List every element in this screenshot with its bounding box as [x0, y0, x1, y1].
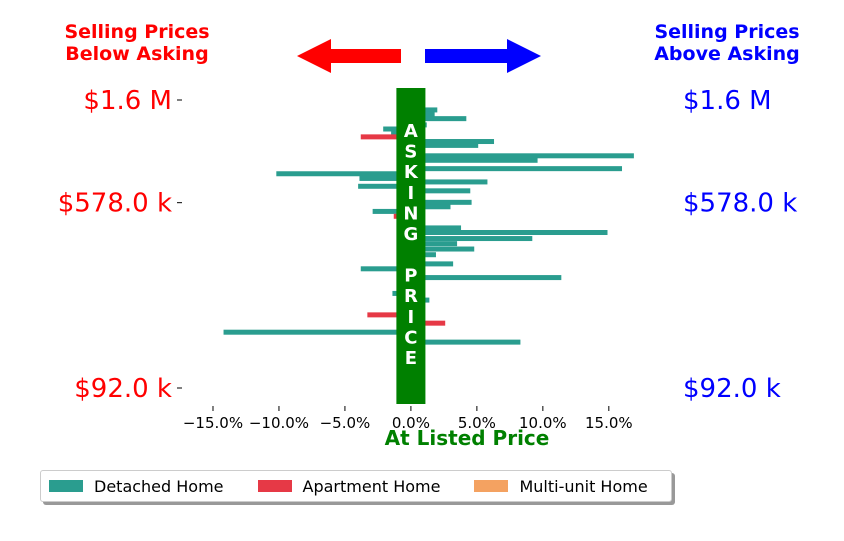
asking-price-letter-7: P	[404, 266, 417, 287]
bar-detached-home-26	[410, 236, 533, 242]
bar-detached-home-31	[360, 266, 411, 272]
y-tick-label-right-2: $92.0 k	[683, 374, 781, 404]
legend-item-multi-unit: Multi-unit Home	[474, 476, 648, 496]
right-arrow-icon	[425, 39, 541, 73]
asking-price-letter-4: N	[403, 203, 418, 224]
x-tick-label-0: −15.0%	[183, 414, 243, 432]
asking-price-letter-0: A	[404, 121, 418, 142]
bar-detached-home-21	[410, 204, 451, 210]
legend-label-apartment: Apartment Home	[302, 476, 441, 496]
x-tick-label-3: 0.0%	[392, 414, 430, 432]
legend-swatch-multi-unit	[474, 480, 509, 492]
bar-detached-home-22	[372, 208, 411, 214]
legend-item-apartment: Apartment Home	[257, 476, 441, 496]
legend-item-detached: Detached Home	[49, 477, 224, 496]
bar-detached-home-18	[410, 188, 471, 194]
asking-price-letter-5: G	[404, 224, 419, 245]
x-axis-label: At Listed Price	[385, 426, 550, 450]
left-arrow-icon	[297, 39, 401, 73]
x-tick-label-6: 15.0%	[585, 414, 633, 432]
bar-detached-home-38	[410, 339, 521, 345]
y-tick-label-right-1: $578.0 k	[683, 189, 797, 219]
bar-detached-home-10	[410, 153, 634, 159]
bar-apartment-home-3	[410, 320, 446, 326]
left-caption-line2: Below Asking	[65, 43, 208, 65]
bar-detached-home-28	[410, 246, 475, 252]
bar-detached-home-7	[410, 139, 495, 145]
legend-swatch-detached	[49, 480, 83, 492]
bar-apartment-home-0	[360, 134, 411, 140]
bar-detached-home-3	[410, 116, 467, 122]
bar-detached-home-8	[410, 142, 479, 148]
right-caption-line1: Selling Prices	[654, 21, 799, 43]
y-tick-label-left-0: $1.6 M	[83, 86, 172, 116]
y-tick-label-left-2: $92.0 k	[74, 374, 172, 404]
bar-detached-home-20	[410, 199, 472, 205]
bar-apartment-home-2	[367, 312, 411, 318]
bar-detached-home-25	[410, 230, 608, 236]
asking-price-letter-8: R	[404, 286, 418, 307]
x-tick-label-4: 5.0%	[458, 414, 496, 432]
x-tick-label-5: 10.0%	[519, 414, 567, 432]
x-tick-label-2: −5.0%	[320, 414, 371, 432]
asking-price-letter-11: E	[405, 348, 417, 369]
bar-detached-home-11	[410, 157, 538, 163]
left-caption-line1: Selling Prices	[64, 21, 209, 43]
bar-detached-home-13	[410, 166, 623, 172]
legend-swatch-apartment	[257, 480, 292, 492]
asking-price-letter-9: I	[408, 307, 415, 328]
y-tick-label-right-0: $1.6 M	[683, 86, 772, 116]
legend-label-multi-unit: Multi-unit Home	[519, 476, 648, 496]
asking-price-letter-2: K	[404, 162, 419, 183]
y-tick-label-left-1: $578.0 k	[58, 189, 172, 219]
bar-detached-home-17	[358, 183, 411, 189]
bar-detached-home-16	[410, 179, 488, 185]
bar-detached-home-27	[410, 241, 458, 247]
asking-price-band	[396, 88, 426, 404]
bar-detached-home-30	[410, 261, 454, 267]
right-caption-line2: Above Asking	[654, 43, 800, 65]
legend-label-detached: Detached Home	[94, 476, 224, 496]
bar-detached-home-24	[410, 225, 462, 231]
asking-price-letter-3: I	[408, 183, 415, 204]
legend: Detached Home Apartment Home Multi-unit …	[40, 470, 672, 502]
bar-detached-home-37	[223, 329, 411, 335]
bar-detached-home-15	[359, 175, 411, 181]
asking-price-letter-10: C	[404, 327, 417, 348]
bar-detached-home-32	[410, 275, 562, 281]
bar-detached-home-14	[276, 171, 411, 177]
asking-price-letter-1: S	[404, 142, 417, 163]
x-tick-label-1: −10.0%	[249, 414, 309, 432]
